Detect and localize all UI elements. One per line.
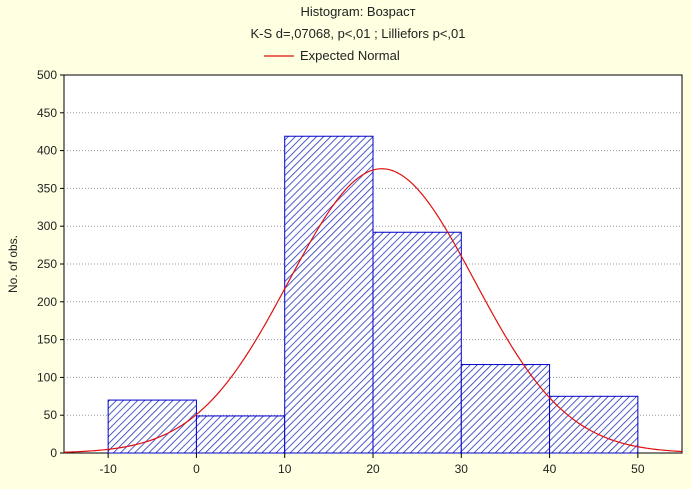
y-axis-ticks: 0 50 100 150 200 250 300 350 400 450 500 [37,68,64,460]
x-axis-ticks: -10 0 10 20 30 40 50 [99,453,645,476]
y-tick-label: 50 [44,408,58,422]
y-tick-label: 400 [37,144,57,158]
legend: Expected Normal [264,48,400,63]
y-tick-label: 250 [37,257,57,271]
histogram-bar [372,231,462,454]
x-tick-label: 50 [631,462,645,476]
y-tick-label: 150 [37,333,57,347]
legend-label-expected-normal: Expected Normal [300,48,400,63]
y-tick-label: 450 [37,106,57,120]
x-tick-label: 30 [455,462,469,476]
y-tick-label: 300 [37,219,57,233]
y-tick-label: 350 [37,181,57,195]
x-tick-label: 0 [193,462,200,476]
bars [107,135,639,454]
y-tick-label: 0 [50,446,57,460]
y-tick-label: 200 [37,295,57,309]
histogram-bar [549,395,639,454]
y-axis-label: No. of obs. [6,235,20,293]
x-tick-label: -10 [99,462,117,476]
chart-title: Histogram: Возраст [300,4,415,19]
histogram-bar [107,399,197,454]
x-tick-label: 40 [543,462,557,476]
histogram-bar [195,415,286,454]
y-tick-label: 500 [37,68,57,82]
histogram-bar [284,135,374,454]
y-tick-label: 100 [37,370,57,384]
chart-subtitle: K-S d=,07068, p<,01 ; Lilliefors p<,01 [250,26,465,41]
histogram-bar [460,364,551,454]
x-tick-label: 10 [278,462,292,476]
expected-normal-curve [63,168,683,453]
x-tick-label: 20 [366,462,380,476]
